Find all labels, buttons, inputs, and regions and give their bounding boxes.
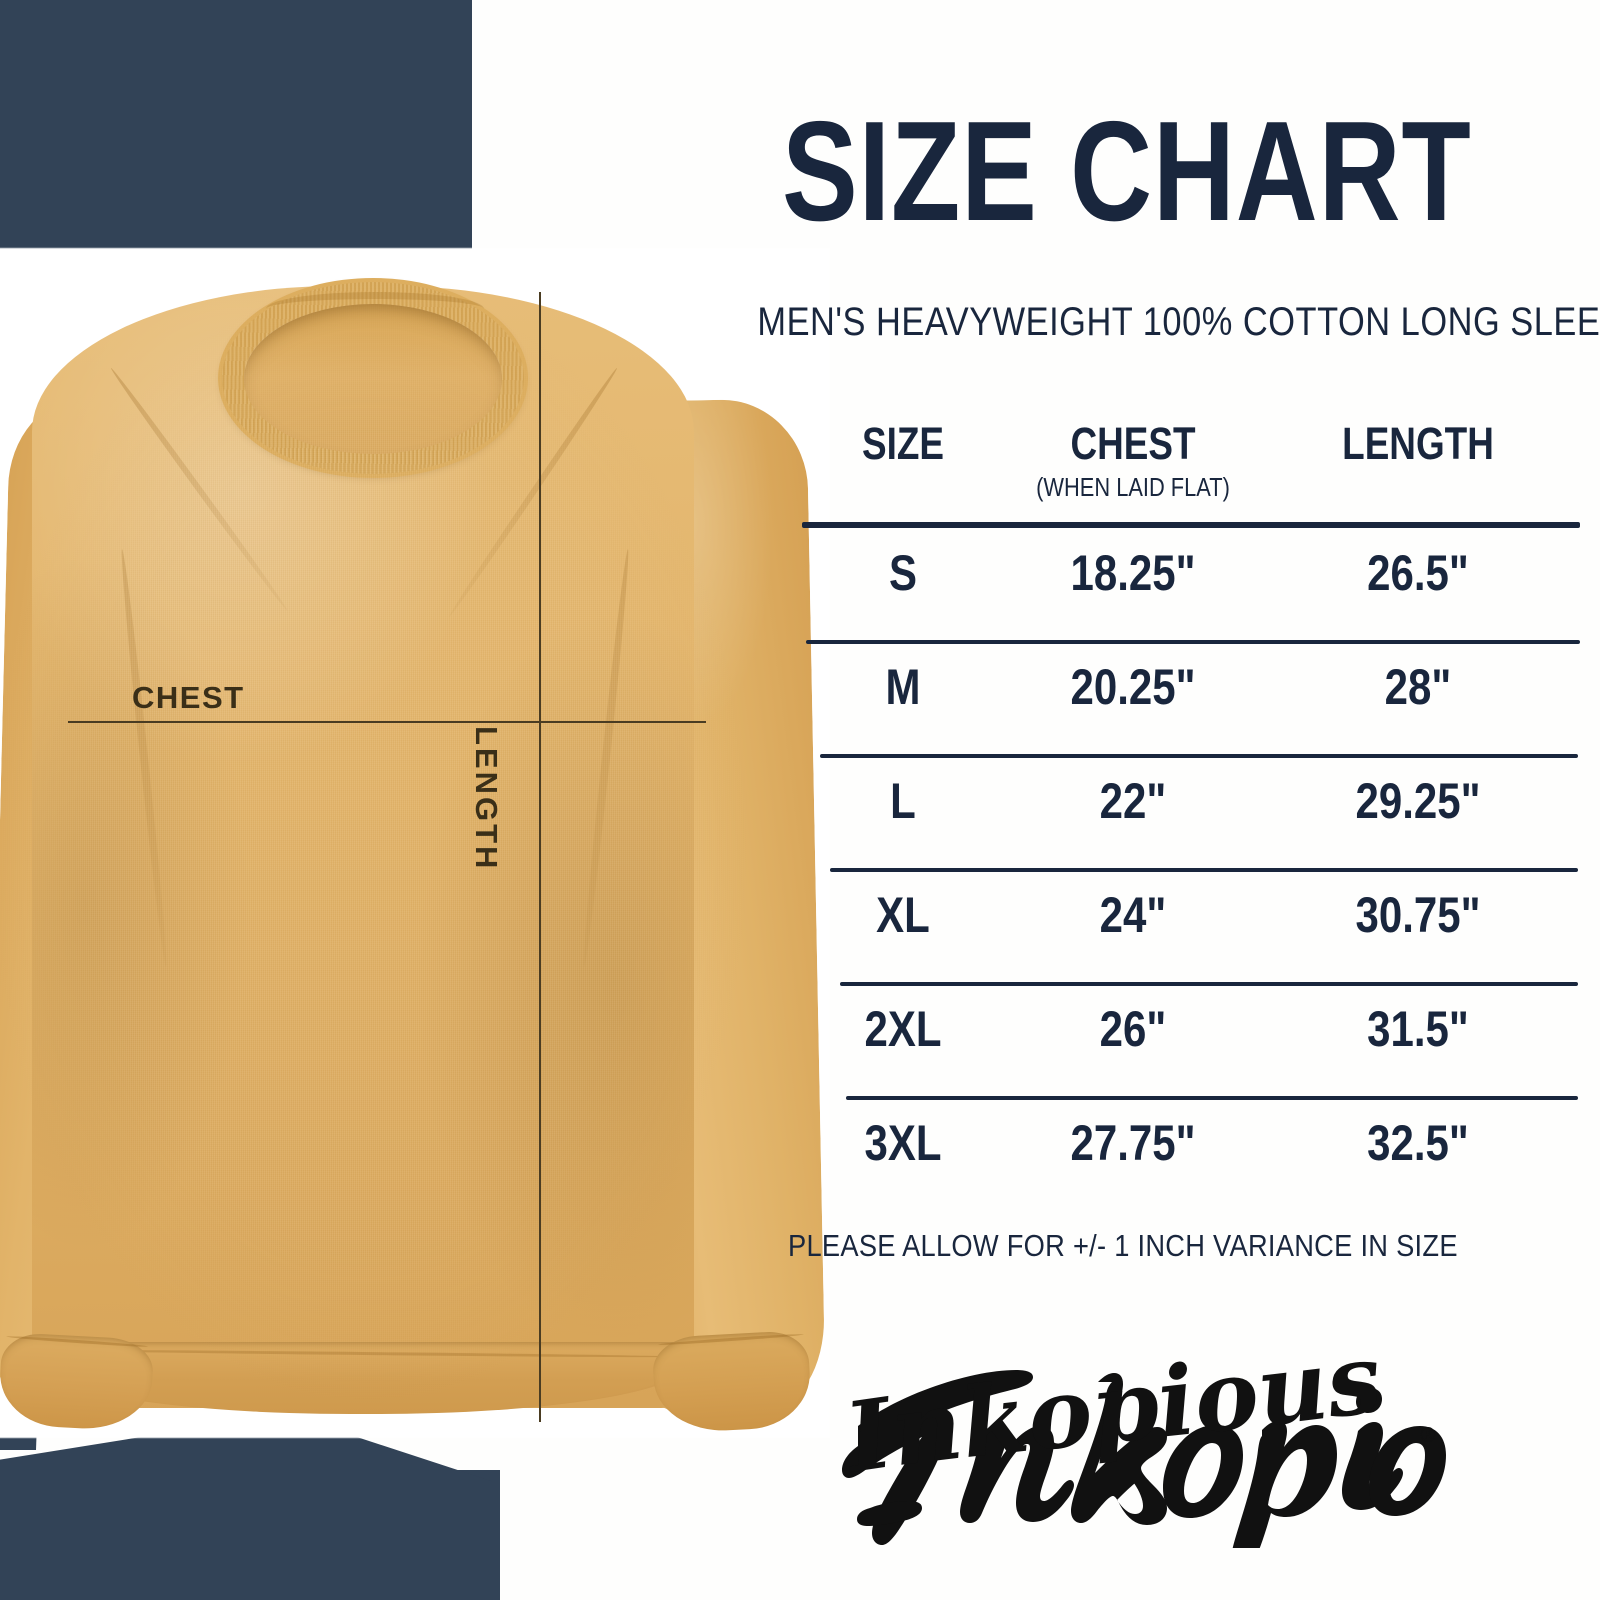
collar-opening — [244, 304, 502, 454]
variance-note: PLEASE ALLOW FOR +/- 1 INCH VARIANCE IN … — [788, 1228, 1458, 1263]
page-title: SIZE CHART — [782, 92, 1472, 251]
table-row: M 20.25" 28" — [788, 644, 1580, 758]
cell-size: 2XL — [864, 1001, 942, 1057]
size-table: SIZE CHEST LENGTH (WHEN LAID FLAT) S 18.… — [788, 418, 1580, 1171]
row-divider — [830, 868, 1578, 872]
cell-size: 3XL — [864, 1115, 942, 1171]
cell-chest: 27.75" — [1070, 1115, 1196, 1171]
cell-length: 28" — [1384, 659, 1452, 715]
table-row: L 22" 29.25" — [788, 758, 1580, 872]
cell-chest: 20.25" — [1070, 659, 1196, 715]
cell-size: XL — [876, 887, 930, 943]
svg-text:®: ® — [1418, 1423, 1438, 1447]
brand-logo: Inkopious — [830, 1318, 1450, 1548]
chest-measure-label: CHEST — [132, 680, 245, 715]
cell-size: M — [885, 659, 921, 715]
cell-length: 31.5" — [1367, 1001, 1469, 1057]
row-divider — [806, 640, 1580, 644]
table-row: 2XL 26" 31.5" — [788, 986, 1580, 1100]
cell-length: 29.25" — [1355, 773, 1481, 829]
column-header-chest: CHEST — [1070, 418, 1196, 469]
chest-measure-line — [68, 721, 706, 723]
cell-length: 26.5" — [1367, 545, 1469, 601]
navy-panel-bottom — [0, 1420, 492, 1600]
cell-chest: 22" — [1099, 773, 1167, 829]
cell-size: L — [890, 773, 916, 829]
column-header-size: SIZE — [861, 418, 945, 469]
neck-tape — [266, 292, 484, 326]
row-divider — [840, 982, 1578, 986]
page-subtitle: MEN'S HEAVYWEIGHT 100% COTTON LONG SLEEV… — [757, 300, 1600, 344]
svg-text:Inkopious: Inkopious — [836, 1346, 1388, 1495]
table-header-rule — [802, 522, 1580, 528]
cell-size: S — [888, 545, 918, 601]
cell-chest: 26" — [1099, 1001, 1167, 1057]
table-row: 3XL 27.75" 32.5" — [788, 1100, 1580, 1214]
row-divider — [820, 754, 1578, 758]
length-measure-label: LENGTH — [469, 726, 504, 872]
table-row: XL 24" 30.75" — [788, 872, 1580, 986]
table-body: S 18.25" 26.5" M 20.25" 28" L 22" 29.25" — [788, 530, 1580, 1214]
column-header-chest-note: (WHEN LAID FLAT) — [1036, 472, 1230, 502]
table-header-row: SIZE CHEST LENGTH (WHEN LAID FLAT) — [788, 418, 1580, 528]
cell-length: 32.5" — [1367, 1115, 1469, 1171]
cell-chest: 18.25" — [1070, 545, 1196, 601]
column-header-length: LENGTH — [1342, 418, 1494, 469]
chart-content: SIZE CHART MEN'S HEAVYWEIGHT 100% COTTON… — [700, 0, 1600, 1600]
row-divider — [846, 1096, 1578, 1100]
cell-chest: 24" — [1099, 887, 1167, 943]
table-row: S 18.25" 26.5" — [788, 530, 1580, 644]
cell-length: 30.75" — [1355, 887, 1481, 943]
length-measure-line — [539, 292, 541, 1422]
